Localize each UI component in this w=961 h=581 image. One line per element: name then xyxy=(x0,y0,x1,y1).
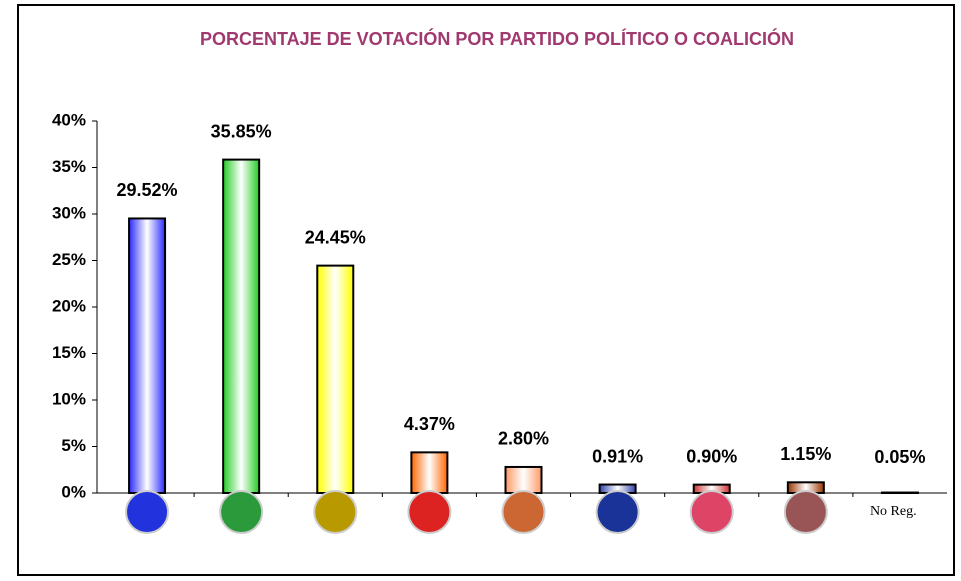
y-tick-label: 10% xyxy=(52,389,86,408)
bar xyxy=(222,158,261,494)
value-label: 2.80% xyxy=(498,429,549,449)
party-logo xyxy=(219,490,264,534)
bar xyxy=(504,465,543,494)
y-tick-label: 35% xyxy=(52,157,86,176)
party-logo xyxy=(125,490,170,534)
y-tick-label: 0% xyxy=(61,482,86,501)
value-label: 24.45% xyxy=(305,227,366,247)
value-label: 35.85% xyxy=(211,121,272,141)
value-label: 0.91% xyxy=(592,446,643,466)
y-tick-label: 40% xyxy=(52,110,86,129)
frame xyxy=(17,4,955,576)
y-tick-label: 20% xyxy=(52,296,86,315)
party-logo xyxy=(501,490,546,534)
bar xyxy=(410,451,449,495)
party-logo xyxy=(407,490,452,534)
value-label: 0.05% xyxy=(874,447,925,467)
y-tick-label: 5% xyxy=(61,436,86,455)
y-tick-label: 30% xyxy=(52,203,86,222)
y-tick-label: 25% xyxy=(52,250,86,269)
value-label: 1.15% xyxy=(780,444,831,464)
party-logo xyxy=(783,490,828,534)
party-logo xyxy=(689,490,734,534)
party-logo xyxy=(595,490,640,534)
value-label: 4.37% xyxy=(404,414,455,434)
chart-title: PORCENTAJE DE VOTACIÓN POR PARTIDO POLÍT… xyxy=(200,28,794,49)
bar xyxy=(316,264,355,494)
party-logo xyxy=(313,490,358,534)
value-label: 29.52% xyxy=(117,180,178,200)
bar xyxy=(128,217,167,495)
x-tick-label: No Reg. xyxy=(870,504,917,519)
y-tick-label: 15% xyxy=(52,343,86,362)
value-label: 0.90% xyxy=(686,446,737,466)
